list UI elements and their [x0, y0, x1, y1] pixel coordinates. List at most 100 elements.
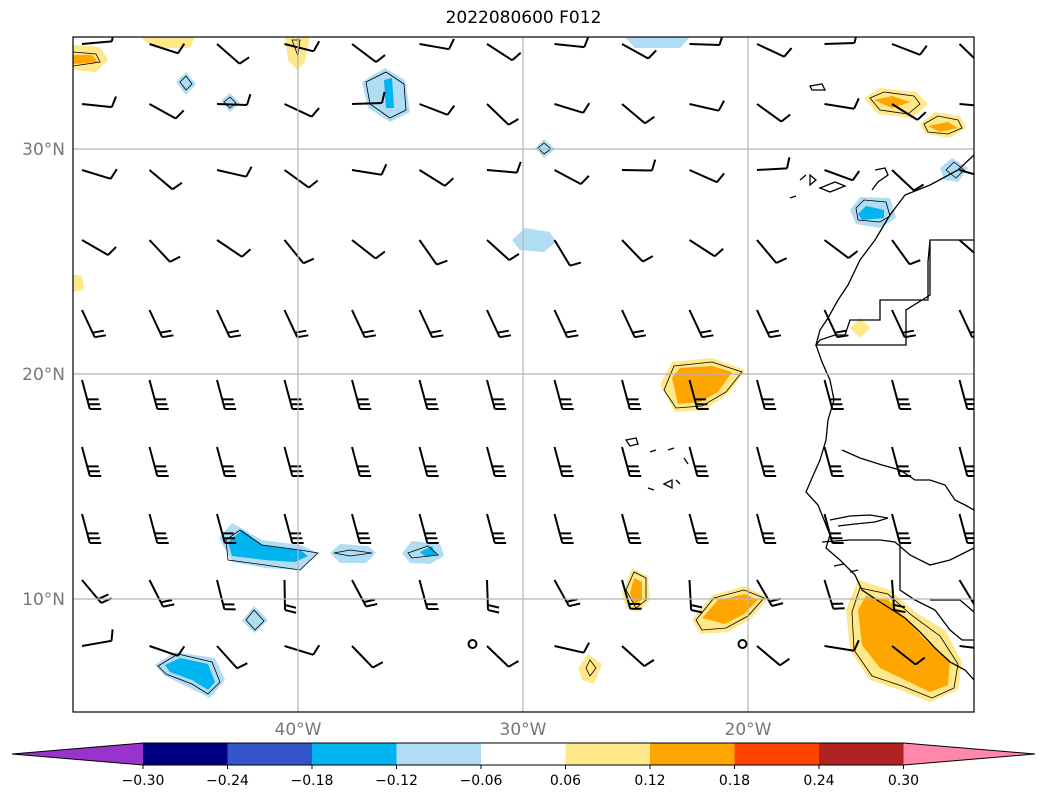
wind-barb — [351, 91, 386, 105]
colorbar-segment — [565, 743, 651, 765]
wind-barb — [689, 37, 724, 46]
wind-barb — [216, 93, 252, 106]
wind-barb — [688, 239, 724, 258]
wind-barb — [621, 43, 657, 60]
wind-barb — [959, 645, 974, 649]
wind-barb — [216, 645, 248, 670]
wind-barb — [148, 239, 181, 263]
plot-frame — [72, 36, 975, 713]
colorbar-tick-label: −0.30 — [122, 773, 165, 789]
wind-barb — [554, 642, 590, 654]
wind-barb — [553, 309, 579, 339]
wind-barb — [419, 103, 456, 116]
wind-barb — [958, 43, 974, 60]
wind-barb — [418, 513, 439, 544]
wind-barb — [81, 96, 117, 109]
colorbar-segment — [312, 743, 397, 765]
wind-barb — [418, 169, 454, 187]
wind-barb — [148, 169, 183, 191]
wind-barb — [486, 161, 522, 174]
neg-anomaly-core-3 — [420, 546, 436, 557]
wind-barb — [216, 43, 250, 65]
wind-barb — [351, 309, 377, 339]
wind-barb — [689, 100, 725, 112]
wind-barb — [148, 579, 175, 608]
wind-barb — [81, 379, 102, 410]
wind-barb — [891, 645, 926, 666]
wind-barb — [351, 579, 378, 608]
wind-barb — [689, 169, 725, 184]
wind-barb — [486, 579, 500, 614]
wind-barb — [688, 579, 703, 614]
wind-barb — [418, 579, 439, 610]
wind-barb — [688, 379, 709, 410]
wind-barb — [621, 239, 654, 263]
wind-barb — [81, 37, 114, 45]
wind-barb — [351, 43, 386, 63]
colorbar-tick-label: −0.06 — [460, 773, 503, 789]
wind-barb-calm — [737, 639, 748, 649]
colorbar-segment — [819, 743, 904, 765]
wind-barb — [688, 309, 714, 339]
wind-barb — [418, 309, 444, 339]
contour-lines — [73, 39, 965, 699]
colorbar-tick-label: −0.18 — [291, 773, 334, 789]
wind-barb — [553, 446, 574, 477]
wind-barb — [958, 513, 974, 544]
wind-barb — [823, 239, 859, 259]
wind-barb — [351, 379, 372, 410]
wind-barb — [148, 446, 169, 477]
wind-barb — [554, 102, 591, 114]
wind-barb — [891, 103, 927, 121]
wind-barb — [958, 379, 974, 410]
wind-barb — [756, 103, 791, 123]
wind-barb — [958, 446, 974, 477]
wind-barb — [824, 97, 860, 110]
wind-barb — [81, 239, 117, 256]
wind-barb — [554, 169, 590, 185]
wind-barb — [81, 168, 118, 180]
wind-barb — [351, 513, 372, 544]
wind-barb — [81, 309, 107, 339]
wind-barb — [756, 43, 793, 58]
wind-barb — [621, 446, 642, 477]
wind-barb — [283, 579, 297, 614]
wind-barb — [486, 379, 507, 410]
wind-barb — [823, 379, 844, 410]
colorbar-tick-label: −0.12 — [375, 773, 418, 789]
wind-barb — [891, 513, 912, 544]
lat-label-30n: 30°N — [22, 140, 65, 160]
wind-barb — [486, 645, 519, 668]
wind-barb — [958, 239, 974, 254]
wind-barb — [621, 645, 655, 667]
wind-barb — [216, 513, 237, 544]
wind-barb — [216, 309, 242, 339]
neg-anomaly-region-5 — [242, 606, 268, 633]
wind-barb — [621, 379, 642, 410]
wind-barb — [283, 169, 319, 189]
wind-barb — [283, 239, 315, 265]
wind-barb — [351, 446, 372, 477]
colorbar-segment — [227, 743, 313, 765]
gridlines — [73, 37, 974, 712]
wind-barb — [351, 645, 384, 669]
wind-barb — [216, 446, 237, 477]
colorbar-segment — [143, 743, 228, 765]
colorbar-segment — [481, 743, 566, 765]
wind-barb — [486, 239, 520, 261]
wind-barb — [891, 379, 912, 410]
wind-barb — [81, 446, 102, 477]
wind-barb — [756, 309, 782, 339]
wind-barb — [756, 446, 777, 477]
wind-barb — [621, 579, 642, 610]
wind-barb — [958, 309, 974, 339]
colorbar-tick-label: 0.06 — [550, 773, 581, 789]
wind-barb — [149, 103, 185, 120]
wind-barb — [486, 43, 522, 62]
wind-barb — [148, 379, 169, 410]
lon-label-30w: 30°W — [500, 720, 547, 740]
neg-anomaly-region-2 — [330, 544, 376, 563]
colorbar-extend-left — [12, 743, 143, 765]
wind-barb — [756, 157, 791, 171]
